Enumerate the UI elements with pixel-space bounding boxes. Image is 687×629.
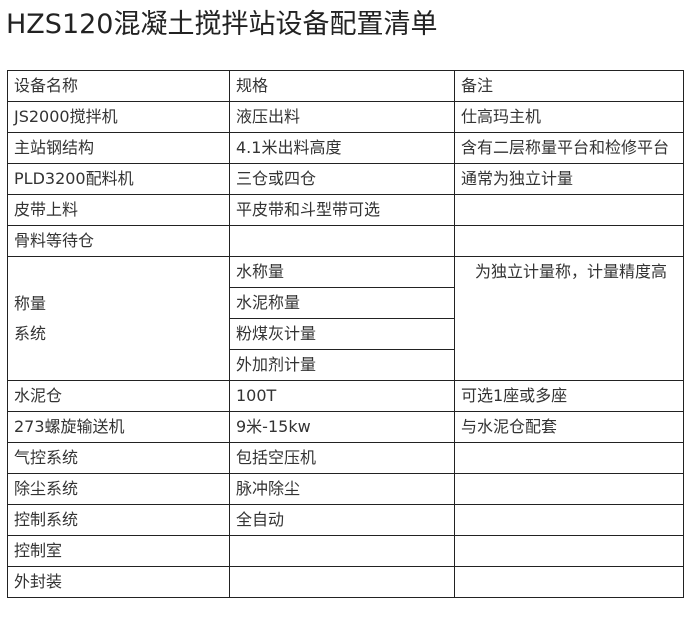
cell-name: 骨料等待仓 [7, 225, 230, 257]
cell-note: 与水泥仓配套 [454, 411, 684, 443]
table-row: JS2000搅拌机 液压出料 仕高玛主机 [7, 101, 684, 133]
header-cell: 规格 [229, 70, 455, 102]
table-row: 气控系统 包括空压机 [7, 442, 684, 474]
table-row: 骨料等待仓 [7, 225, 684, 257]
cell-spec: 外加剂计量 [229, 349, 455, 381]
cell-name: 气控系统 [7, 442, 230, 474]
cell-note [454, 442, 684, 474]
cell-note: 含有二层称量平台和检修平台 [454, 132, 684, 164]
cell-spec: 平皮带和斗型带可选 [229, 194, 455, 226]
table-row: PLD3200配料机 三仓或四仓 通常为独立计量 [7, 163, 684, 195]
cell-spec: 脉冲除尘 [229, 473, 455, 505]
table-row: 273螺旋输送机 9米-15kw 与水泥仓配套 [7, 411, 684, 443]
weighing-name-line2: 系统 [14, 323, 47, 343]
cell-name: 控制系统 [7, 504, 230, 536]
cell-name: 主站钢结构 [7, 132, 230, 164]
cell-name: JS2000搅拌机 [7, 101, 230, 133]
cell-spec: 水泥称量 [229, 287, 455, 319]
table-row: 粉煤灰计量 [8, 318, 684, 350]
page-title: HZS120混凝土搅拌站设备配置清单 [6, 9, 438, 40]
cell-note [454, 225, 684, 257]
cell-spec [229, 566, 455, 598]
cell-note: 通常为独立计量 [454, 163, 684, 195]
cell-spec [229, 225, 455, 257]
equipment-table: 设备名称 规格 备注 JS2000搅拌机 液压出料 仕高玛主机 主站钢结构 4.… [7, 70, 684, 598]
cell-name-weighing: 称量 系统 [7, 256, 230, 381]
cell-name: 皮带上料 [7, 194, 230, 226]
header-cell: 设备名称 [7, 70, 230, 102]
cell-spec: 水称量 [229, 256, 455, 288]
table-row: 控制系统 全自动 [7, 504, 684, 536]
table-row: 除尘系统 脉冲除尘 [7, 473, 684, 505]
cell-spec [229, 535, 455, 567]
cell-spec: 9米-15kw [229, 411, 455, 443]
cell-name: 除尘系统 [7, 473, 230, 505]
weighing-name-line1: 称量 [14, 293, 47, 313]
cell-spec: 100T [229, 380, 455, 412]
table-row: 皮带上料 平皮带和斗型带可选 [7, 194, 684, 226]
cell-note [454, 535, 684, 567]
cell-note: 可选1座或多座 [454, 380, 684, 412]
cell-name: 外封装 [7, 566, 230, 598]
cell-spec: 4.1米出料高度 [229, 132, 455, 164]
cell-spec: 粉煤灰计量 [229, 318, 455, 350]
cell-note [454, 566, 684, 598]
cell-spec: 包括空压机 [229, 442, 455, 474]
table-row-weighing: 称量 系统 水称量 为独立计量称，计量精度高 [7, 256, 684, 381]
cell-name: 273螺旋输送机 [7, 411, 230, 443]
cell-note [454, 473, 684, 505]
cell-spec: 三仓或四仓 [229, 163, 455, 195]
weighing-note: 为独立计量称，计量精度高 [475, 262, 668, 281]
table-row: 控制室 [7, 535, 684, 567]
cell-name: 水泥仓 [7, 380, 230, 412]
cell-note [454, 194, 684, 226]
cell-spec: 全自动 [229, 504, 455, 536]
cell-note [454, 504, 684, 536]
table-row: 水泥称量 [8, 287, 684, 319]
cell-spec: 液压出料 [229, 101, 455, 133]
cell-name: PLD3200配料机 [7, 163, 230, 195]
table-row: 主站钢结构 4.1米出料高度 含有二层称量平台和检修平台 [7, 132, 684, 164]
table-row: 水泥仓 100T 可选1座或多座 [7, 380, 684, 412]
table-row: 外封装 [7, 566, 684, 598]
table-header-row: 设备名称 规格 备注 [7, 70, 684, 102]
cell-note: 仕高玛主机 [454, 101, 684, 133]
header-cell: 备注 [454, 70, 684, 102]
cell-name: 控制室 [7, 535, 230, 567]
cell-note-weighing: 为独立计量称，计量精度高 [454, 256, 684, 381]
